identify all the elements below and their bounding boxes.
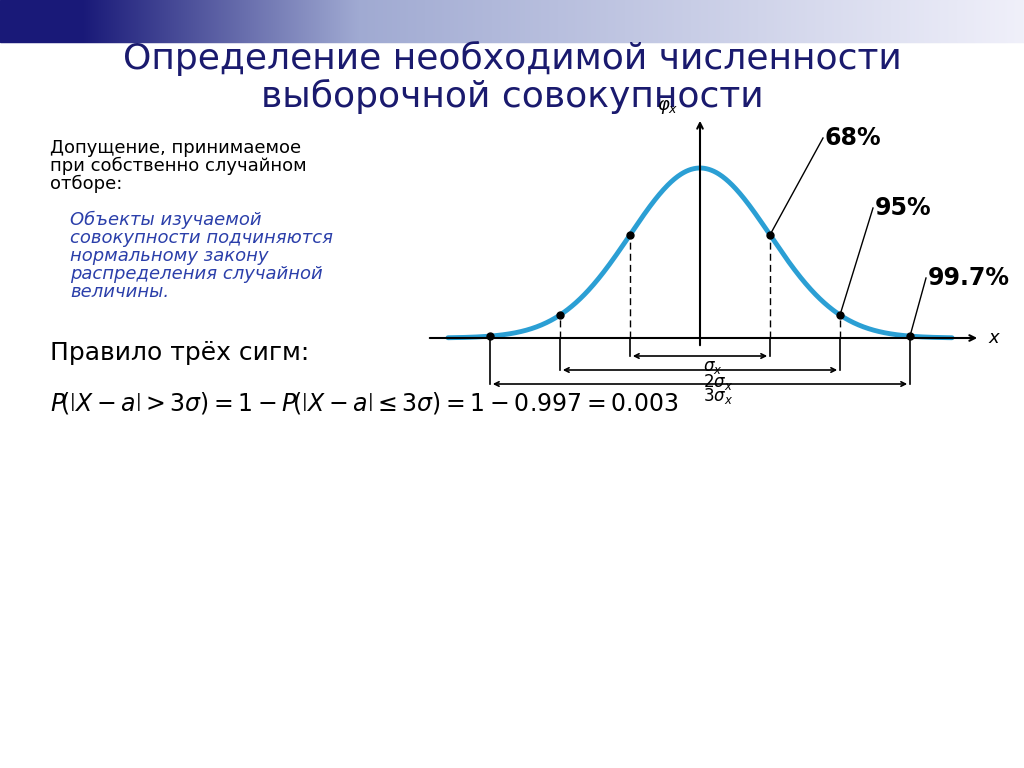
- Text: выборочной совокупности: выборочной совокупности: [261, 78, 763, 114]
- Text: величины.: величины.: [70, 283, 169, 301]
- Text: при собственно случайном: при собственно случайном: [50, 157, 306, 175]
- Text: распределения случайной: распределения случайной: [70, 265, 323, 283]
- Text: $P\!\left(\left|X-a\right|>3\sigma\right)=1-P\!\left(\left|X-a\right|\leq3\sigma: $P\!\left(\left|X-a\right|>3\sigma\right…: [50, 390, 678, 416]
- Text: $x$: $x$: [988, 329, 1001, 347]
- Text: совокупности подчиняются: совокупности подчиняются: [70, 229, 333, 247]
- Text: $\varphi_x$: $\varphi_x$: [656, 98, 678, 116]
- Text: Допущение, принимаемое: Допущение, принимаемое: [50, 139, 301, 157]
- Text: $3\sigma_x$: $3\sigma_x$: [703, 386, 733, 406]
- Text: Определение необходимой численности: Определение необходимой численности: [123, 41, 901, 75]
- Text: нормальному закону: нормальному закону: [70, 247, 268, 265]
- Text: 95%: 95%: [874, 196, 932, 220]
- Text: отборе:: отборе:: [50, 175, 123, 193]
- Text: $2\sigma_x$: $2\sigma_x$: [703, 372, 733, 392]
- Text: $\sigma_x$: $\sigma_x$: [703, 358, 723, 376]
- Text: Правило трёх сигм:: Правило трёх сигм:: [50, 341, 309, 365]
- Text: 68%: 68%: [825, 126, 882, 150]
- Text: 99.7%: 99.7%: [928, 266, 1010, 290]
- Text: Объекты изучаемой: Объекты изучаемой: [70, 211, 261, 229]
